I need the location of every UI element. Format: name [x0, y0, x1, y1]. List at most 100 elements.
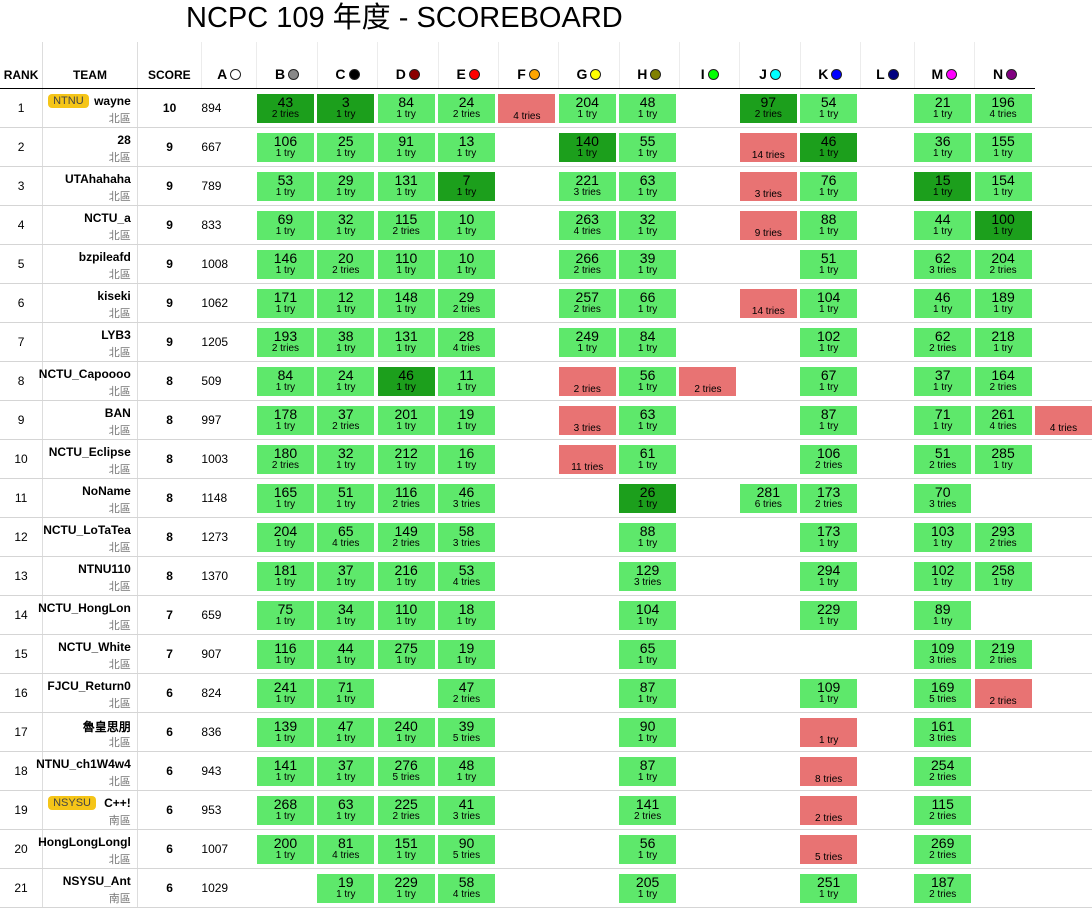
solved-box[interactable]: 87 1 try: [619, 678, 677, 708]
problem-cell-a[interactable]: 116 1 try: [256, 634, 318, 674]
problem-cell-j[interactable]: 102 1 try: [800, 322, 861, 362]
solved-box[interactable]: 151 1 try: [377, 834, 435, 864]
problem-cell-g[interactable]: 88 1 try: [619, 517, 680, 557]
solved-box[interactable]: 212 1 try: [377, 444, 435, 474]
problem-cell-b[interactable]: 81 4 tries: [317, 829, 378, 869]
solved-box[interactable]: 36 1 try: [914, 132, 972, 162]
table-row[interactable]: 15 NCTU_White 北區 7 907 116 1 try 44 1 try 275 1 tr…: [0, 634, 1092, 674]
problem-cell-c[interactable]: 240 1 try: [377, 712, 439, 752]
problem-cell-a[interactable]: 43 2 tries: [256, 88, 318, 128]
problem-cell-b[interactable]: 24 1 try: [317, 361, 378, 401]
problem-cell-j[interactable]: 173 1 try: [800, 517, 861, 557]
solved-box[interactable]: 196 4 tries: [974, 93, 1032, 123]
solved-box[interactable]: 281 6 tries: [739, 483, 797, 513]
problem-cell-j[interactable]: 1 try: [800, 712, 861, 752]
table-row[interactable]: 11 NoName 北區 8 1148 165 1 try 51 1 try 116 2 tries…: [0, 478, 1092, 518]
solved-box[interactable]: 87 1 try: [800, 405, 858, 435]
solved-box[interactable]: 258 1 try: [974, 561, 1032, 591]
solved-box[interactable]: 204 2 tries: [974, 249, 1032, 279]
solved-box[interactable]: 51 1 try: [317, 483, 375, 513]
solved-box[interactable]: 103 1 try: [914, 522, 972, 552]
problem-header-m[interactable]: M: [913, 42, 975, 89]
problem-cell-f[interactable]: 221 3 tries: [558, 166, 620, 206]
solved-box[interactable]: 29 2 tries: [438, 288, 496, 318]
table-row[interactable]: 5 bzpileafd 北區 9 1008 146 1 try 20 2 tries 110 1 t…: [0, 244, 1092, 284]
problem-cell-b[interactable]: 37 1 try: [317, 751, 378, 791]
problem-header-l[interactable]: L: [860, 42, 915, 89]
solved-box[interactable]: 70 3 tries: [914, 483, 972, 513]
table-row[interactable]: 10 NCTU_Eclipse 北區 8 1003 180 2 tries 32 1 try 21…: [0, 439, 1092, 479]
problem-cell-d[interactable]: 10 1 try: [438, 244, 499, 284]
solved-box[interactable]: 165 1 try: [256, 483, 314, 513]
problem-cell-d[interactable]: 19 1 try: [438, 400, 499, 440]
first-solve-box[interactable]: 43 2 tries: [256, 93, 314, 123]
solved-box[interactable]: 141 1 try: [256, 756, 314, 786]
solved-box[interactable]: 204 1 try: [558, 93, 616, 123]
problem-cell-f[interactable]: 249 1 try: [558, 322, 620, 362]
solved-box[interactable]: 180 2 tries: [256, 444, 314, 474]
problem-cell-d[interactable]: 18 1 try: [438, 595, 499, 635]
problem-cell-a[interactable]: 146 1 try: [256, 244, 318, 284]
problem-cell-l[interactable]: 62 3 tries: [914, 244, 975, 284]
failed-attempt-box[interactable]: 3 tries: [558, 405, 616, 435]
problem-cell-b[interactable]: 37 2 tries: [317, 400, 378, 440]
problem-cell-d[interactable]: 90 5 tries: [438, 829, 499, 869]
solved-box[interactable]: 65 4 tries: [317, 522, 375, 552]
problem-cell-b[interactable]: 25 1 try: [317, 127, 378, 167]
problem-cell-c[interactable]: 276 5 tries: [377, 751, 439, 791]
team-cell[interactable]: NSYSU C++! 南區: [42, 790, 138, 830]
team-cell[interactable]: 28 北區: [42, 127, 138, 167]
team-name[interactable]: NCTU_White: [58, 640, 131, 654]
problem-cell-j[interactable]: 54 1 try: [800, 88, 861, 128]
problem-cell-j[interactable]: 8 tries: [800, 751, 861, 791]
first-solve-box[interactable]: 97 2 tries: [739, 93, 797, 123]
solved-box[interactable]: 218 1 try: [974, 327, 1032, 357]
table-row[interactable]: 1 NTNU wayne 北區 10 894 43 2 tries 3 1 try 84 1 try 2…: [0, 88, 1092, 128]
solved-box[interactable]: 115 2 tries: [914, 795, 972, 825]
problem-cell-g[interactable]: 63 1 try: [619, 400, 680, 440]
problem-cell-j[interactable]: 104 1 try: [800, 283, 861, 323]
problem-cell-a[interactable]: 141 1 try: [256, 751, 318, 791]
table-row[interactable]: 17 魯皇思朋 北區 6 836 139 1 try 47 1 try 240 1 try 39 5 t…: [0, 712, 1092, 752]
problem-cell-a[interactable]: 69 1 try: [256, 205, 318, 245]
problem-cell-c[interactable]: 116 2 tries: [377, 478, 439, 518]
table-row[interactable]: 20 HongLongLongl 北區 6 1007 200 1 try 81 4 tries 1…: [0, 829, 1092, 869]
failed-attempt-box[interactable]: 2 tries: [558, 366, 616, 396]
problem-cell-b[interactable]: 34 1 try: [317, 595, 378, 635]
problem-cell-g[interactable]: 90 1 try: [619, 712, 680, 752]
first-solve-box[interactable]: 15 1 try: [914, 171, 972, 201]
solved-box[interactable]: 139 1 try: [256, 717, 314, 747]
solved-box[interactable]: 229 1 try: [800, 600, 858, 630]
solved-box[interactable]: 48 1 try: [619, 93, 677, 123]
solved-box[interactable]: 219 2 tries: [974, 639, 1032, 669]
solved-box[interactable]: 58 4 tries: [438, 873, 496, 903]
problem-cell-j[interactable]: 76 1 try: [800, 166, 861, 206]
table-row[interactable]: 18 NTNU_ch1W4w4 北區 6 943 141 1 try 37 1 try 276 5 …: [0, 751, 1092, 791]
problem-cell-g[interactable]: 63 1 try: [619, 166, 680, 206]
failed-attempt-box[interactable]: 14 tries: [739, 132, 797, 162]
problem-cell-a[interactable]: 181 1 try: [256, 556, 318, 596]
problem-cell-a[interactable]: 106 1 try: [256, 127, 318, 167]
solved-box[interactable]: 249 1 try: [558, 327, 616, 357]
problem-cell-d[interactable]: 41 3 tries: [438, 790, 499, 830]
solved-box[interactable]: 110 1 try: [377, 600, 435, 630]
solved-box[interactable]: 193 2 tries: [256, 327, 314, 357]
solved-box[interactable]: 56 1 try: [619, 834, 677, 864]
solved-box[interactable]: 285 1 try: [974, 444, 1032, 474]
solved-box[interactable]: 53 4 tries: [438, 561, 496, 591]
problem-cell-f[interactable]: 3 tries: [558, 400, 620, 440]
team-name[interactable]: NCTU_LoTaTea: [43, 523, 131, 537]
team-header[interactable]: TEAM: [42, 42, 138, 89]
problem-cell-l[interactable]: 169 5 tries: [914, 673, 975, 713]
rank-header[interactable]: RANK: [0, 42, 43, 89]
first-solve-box[interactable]: 46 1 try: [377, 366, 435, 396]
failed-attempt-box[interactable]: 5 tries: [800, 834, 858, 864]
problem-cell-d[interactable]: 16 1 try: [438, 439, 499, 479]
problem-cell-j[interactable]: 88 1 try: [800, 205, 861, 245]
solved-box[interactable]: 161 3 tries: [914, 717, 972, 747]
solved-box[interactable]: 84 1 try: [256, 366, 314, 396]
problem-cell-g[interactable]: 87 1 try: [619, 751, 680, 791]
failed-attempt-box[interactable]: 2 tries: [800, 795, 858, 825]
